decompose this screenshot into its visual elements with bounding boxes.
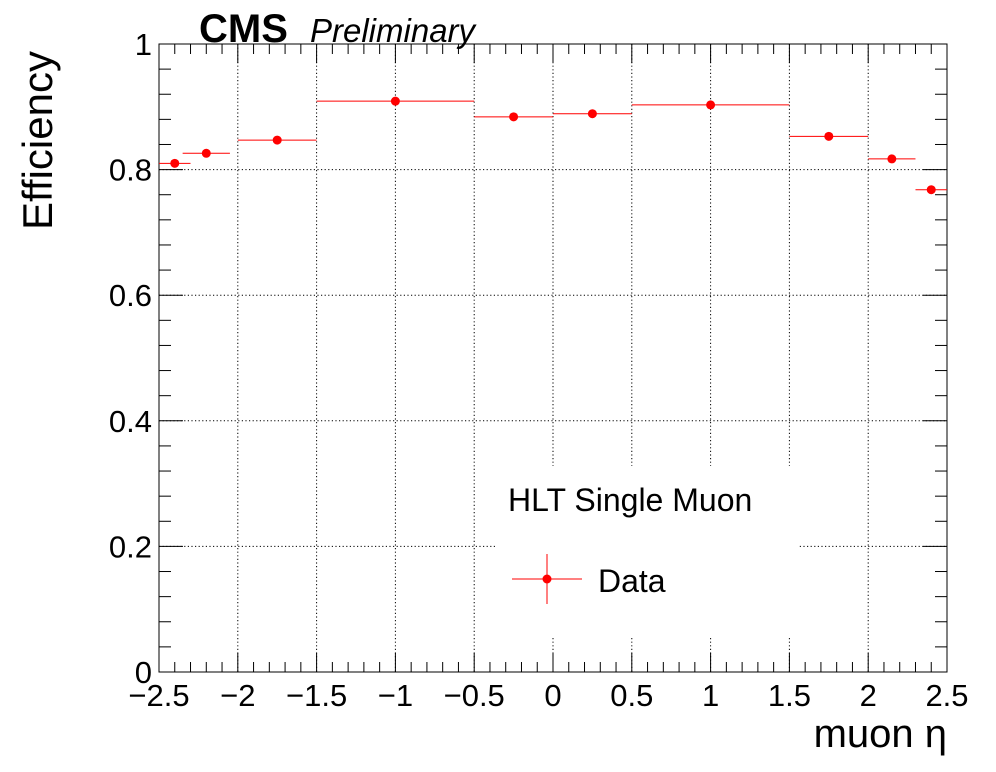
x-axis-label: muon η [814,712,947,756]
y-tick-label: 0 [135,655,152,690]
y-tick-label: 0.8 [109,153,152,188]
data-marker [824,131,834,141]
data-marker [887,154,897,164]
x-tick-label: −2 [220,678,255,713]
x-tick-label: −0.5 [444,678,505,713]
x-tick-label: 1.5 [768,678,811,713]
x-tick-label: 2 [860,678,877,713]
data-marker [509,112,519,122]
data-point [553,109,632,119]
x-tick-label: −2.5 [128,678,189,713]
data-marker [390,96,400,106]
axis-ticks [158,43,948,673]
x-tick-label: 0 [544,678,561,713]
grid-lines [159,44,947,672]
y-tick-label: 0.4 [109,404,152,439]
legend-title: HLT Single Muon [508,482,752,518]
data-point [789,131,869,141]
x-tick-label: 0.5 [610,678,653,713]
legend-marker [512,554,582,604]
y-tick-label: 0.2 [109,529,152,564]
legend-box [496,466,798,636]
y-tick-label: 1 [135,27,152,62]
x-tick-label: 2.5 [925,678,968,713]
data-marker [587,109,597,119]
data-point [182,148,230,158]
data-point [868,154,916,164]
cms-label: CMS [199,7,288,51]
y-axis-label: Efficiency [14,51,61,230]
data-marker [272,135,282,145]
data-marker [926,185,936,195]
x-tick-label: 1 [702,678,719,713]
y-tick-label: 0.6 [109,278,152,313]
tick-labels: −2.5 −2 −1.5 −1 −0.5 0 0.5 1 1.5 2 2.5 0 0.2 0.4 0.6 0.… [109,27,969,713]
data-point [237,135,317,145]
plot-frame [158,43,948,673]
x-tick-label: −1.5 [286,678,347,713]
data-marker [201,148,211,158]
preliminary-label: Preliminary [310,12,478,49]
data-marker [706,100,716,110]
data-point [316,96,475,106]
data-point [631,100,790,110]
x-tick-label: −1 [378,678,413,713]
data-point [474,112,553,122]
legend-entry-data: Data [598,563,666,599]
data-marker [170,158,180,168]
data-series [159,96,947,195]
data-point [159,158,191,168]
data-point [915,185,947,195]
